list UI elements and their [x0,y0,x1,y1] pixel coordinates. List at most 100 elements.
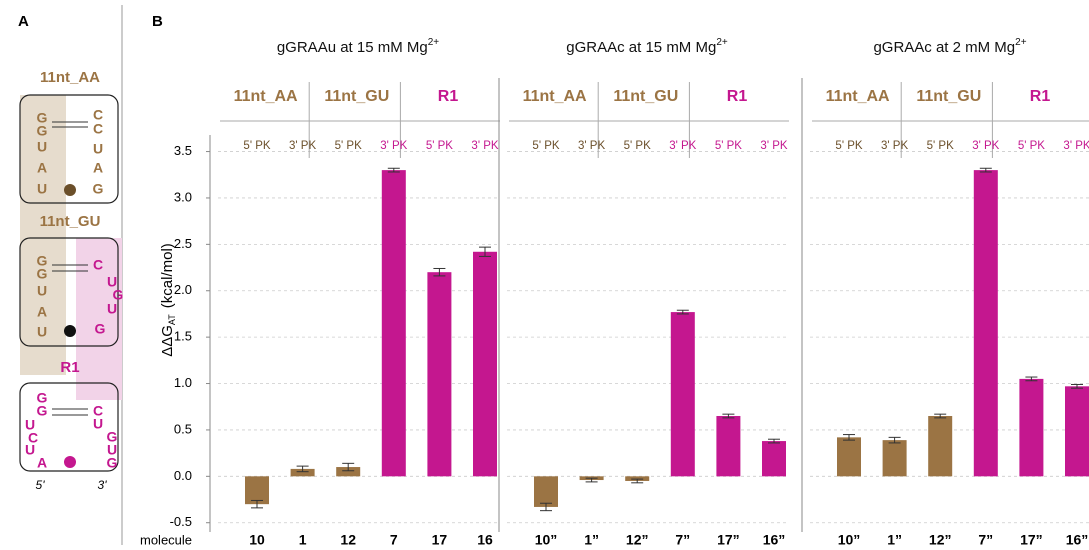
x-tick-label: 10 [249,532,265,548]
y-tick-label: 1.0 [174,375,192,390]
x-tick-label: 7 [390,532,398,548]
bar [883,440,907,476]
bar [837,437,861,476]
y-tick-label: -0.5 [170,514,192,529]
bar [473,252,497,477]
bar-label: 3' PK [380,140,407,152]
bar-label: 3' PK [1063,140,1089,152]
x-tick-label: 17” [717,532,740,548]
nucleotide: G [37,266,48,282]
x-tick-label: 10” [838,532,861,548]
nucleotide: A [93,160,103,176]
title-superscript: 2+ [428,37,440,48]
nucleotide: U [93,416,103,432]
group-label: 11nt_AA [234,88,298,105]
y-tick-label: 3.0 [174,189,192,204]
strand-end: 5' [36,478,46,492]
x-axis-label: molecule [140,532,192,547]
y-tick-label: 0.5 [174,421,192,436]
bar [427,272,451,476]
bar-label: 3' PK [972,140,999,152]
bar-label: 3' PK [881,140,908,152]
nucleotide: G [37,403,48,419]
strand-end: 3' [98,478,108,492]
bar-label: 3' PK [669,140,696,152]
group-label: 11nt_GU [613,88,678,105]
group-label: 11nt_AA [523,88,587,105]
bar [1065,386,1089,476]
bar [1019,379,1043,476]
bar-label: 3' PK [578,140,605,152]
y-tick-label: 3.5 [174,143,192,158]
bar-label: 5' PK [426,140,453,152]
panel-label: B [152,13,163,30]
nucleotide: G [107,455,118,471]
figure: A B 11nt_AAGGUAUCCUAG11nt_GUGGUAUCUGUGR1… [0,0,1089,550]
motif-name: 11nt_GU [40,213,101,230]
nucleotide: C [93,257,103,273]
x-tick-label: 16” [1066,532,1089,548]
chart-title: gGRAAu at 15 mM Mg2+ [277,37,439,56]
tertiary-dot [64,456,76,468]
nucleotide: C [93,121,103,137]
bar-label: 5' PK [927,140,954,152]
title-text: gGRAAu at 15 mM Mg [277,39,428,56]
bar [382,170,406,476]
nucleotide: U [37,139,47,155]
nucleotide: G [95,321,106,337]
bar-label: 5' PK [243,140,270,152]
group-label: 11nt_GU [324,88,389,105]
title-superscript: 2+ [716,37,728,48]
bar [928,416,952,476]
bar [534,476,558,507]
bar-label: 5' PK [532,140,559,152]
motif-name: R1 [60,359,79,376]
bar [716,416,740,476]
bar-label: 5' PK [624,140,651,152]
group-label: 11nt_GU [916,88,981,105]
nucleotide: G [37,123,48,139]
bar-label: 5' PK [335,140,362,152]
nucleotide: U [25,442,35,458]
bar-label: 5' PK [715,140,742,152]
chart-title: gGRAAc at 15 mM Mg2+ [566,37,728,56]
bar-label: 5' PK [1018,140,1045,152]
y-axis-label: ΔΔGAT (kcal/mol) [159,243,177,357]
tertiary-dot [64,184,76,196]
panel-label: A [18,13,29,30]
x-tick-label: 12” [626,532,649,548]
chart-title: gGRAAc at 2 mM Mg2+ [873,37,1026,56]
x-tick-label: 7” [675,532,690,548]
motif-name: 11nt_AA [40,69,100,86]
x-tick-label: 12 [340,532,356,548]
bar-label: 5' PK [835,140,862,152]
nucleotide: U [107,301,117,317]
x-tick-label: 1” [584,532,599,548]
bar-label: 3' PK [289,140,316,152]
bar [671,312,695,476]
y-label-subscript: AT [167,314,177,325]
nucleotide: A [37,455,47,471]
x-tick-label: 17 [432,532,448,548]
y-tick-label: 2.5 [174,236,192,251]
x-tick-label: 17” [1020,532,1043,548]
group-label: R1 [438,88,459,105]
x-tick-label: 16 [477,532,493,548]
y-label-unit: (kcal/mol) [159,243,176,308]
bar-label: 3' PK [760,140,787,152]
bar [974,170,998,476]
nucleotide: U [37,283,47,299]
bar [762,441,786,476]
group-label: R1 [1030,88,1051,105]
title-text: gGRAAc at 2 mM Mg [873,39,1015,56]
group-label: R1 [727,88,748,105]
tertiary-dot [64,325,76,337]
group-label: 11nt_AA [826,88,890,105]
x-tick-label: 1 [299,532,307,548]
x-tick-label: 16” [763,532,786,548]
nucleotide: A [37,304,47,320]
nucleotide: A [37,160,47,176]
y-tick-label: 2.0 [174,282,192,297]
y-label-text: ΔΔG [159,325,176,357]
title-text: gGRAAc at 15 mM Mg [566,39,716,56]
